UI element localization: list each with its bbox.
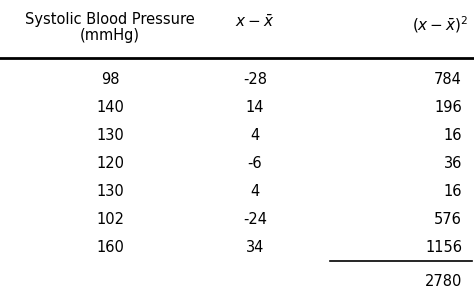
Text: 16: 16	[444, 129, 462, 143]
Text: 130: 130	[96, 129, 124, 143]
Text: 120: 120	[96, 157, 124, 171]
Text: 4: 4	[250, 184, 260, 200]
Text: 1156: 1156	[425, 241, 462, 255]
Text: 4: 4	[250, 129, 260, 143]
Text: 16: 16	[444, 184, 462, 200]
Text: Systolic Blood Pressure: Systolic Blood Pressure	[25, 12, 195, 27]
Text: -24: -24	[243, 212, 267, 228]
Text: 576: 576	[434, 212, 462, 228]
Text: 14: 14	[246, 100, 264, 116]
Text: -6: -6	[248, 157, 262, 171]
Text: $(x - \bar{x})^{2}$: $(x - \bar{x})^{2}$	[411, 14, 468, 35]
Text: 2780: 2780	[425, 274, 462, 288]
Text: 102: 102	[96, 212, 124, 228]
Text: 140: 140	[96, 100, 124, 116]
Text: $x - \bar{x}$: $x - \bar{x}$	[236, 14, 274, 30]
Text: 36: 36	[444, 157, 462, 171]
Text: 160: 160	[96, 241, 124, 255]
Text: 34: 34	[246, 241, 264, 255]
Text: 130: 130	[96, 184, 124, 200]
Text: 784: 784	[434, 72, 462, 88]
Text: (mmHg): (mmHg)	[80, 28, 140, 43]
Text: 196: 196	[434, 100, 462, 116]
Text: -28: -28	[243, 72, 267, 88]
Text: 98: 98	[101, 72, 119, 88]
